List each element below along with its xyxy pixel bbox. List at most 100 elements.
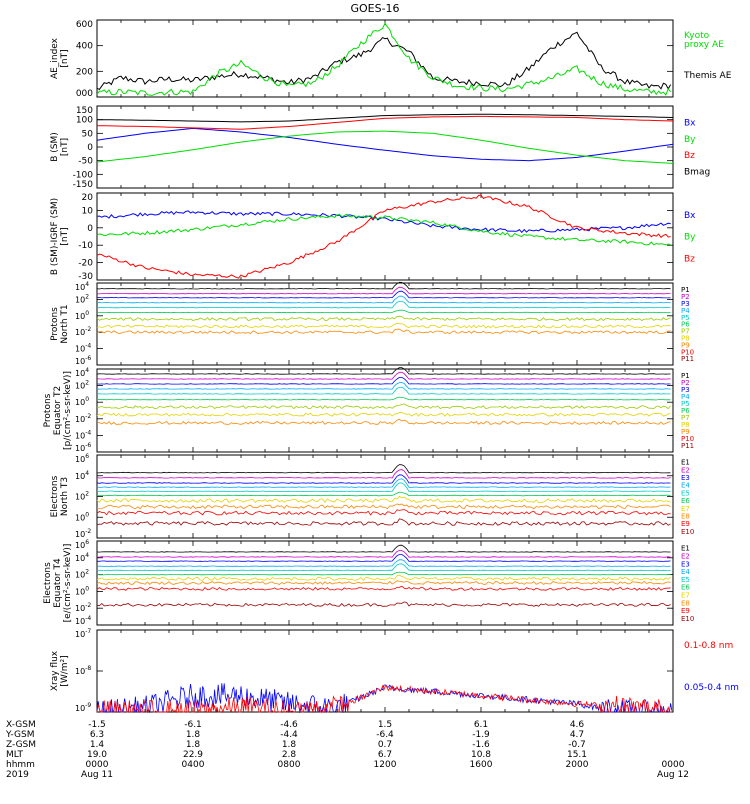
y-tick-label: 102 <box>75 491 89 502</box>
series-line <box>96 115 674 130</box>
legend-entry: E3 <box>681 474 690 482</box>
series-line <box>96 396 671 401</box>
ephemeris-value: 10.8 <box>471 750 491 760</box>
ephemeris-value: Aug 12 <box>657 770 689 780</box>
y-tick-label: 600 <box>76 20 93 30</box>
legend-entry: E8 <box>681 513 690 521</box>
legend-entry: Bz <box>684 254 695 264</box>
ephemeris-value: 0800 <box>278 760 301 770</box>
y-tick-label: -50 <box>78 157 93 167</box>
y-tick-label: 102 <box>75 569 89 580</box>
series-line <box>96 580 671 585</box>
legend-entry: E7 <box>681 505 690 513</box>
legend-entry: P4 <box>681 307 690 315</box>
y-axis-label: [nT] <box>60 227 70 245</box>
y-axis-label: North T3 <box>60 477 70 516</box>
ephemeris-value: -1.6 <box>472 740 490 750</box>
y-axis-label: [W/m²] <box>60 655 70 686</box>
ephemeris-value: -4.6 <box>280 720 298 730</box>
y-tick-label: -150 <box>73 180 94 190</box>
y-tick-label: 106 <box>75 453 89 464</box>
ephemeris-value: 2000 <box>566 760 589 770</box>
legend-entry: Bx <box>684 118 696 128</box>
legend-entry: By <box>684 135 696 145</box>
legend-entry: P6 <box>681 321 690 329</box>
series-line <box>96 503 671 510</box>
series-line <box>96 478 671 488</box>
series-line <box>96 559 671 567</box>
y-tick-label: -10 <box>78 241 93 251</box>
ephemeris-value: 1.4 <box>90 740 105 750</box>
series-line <box>96 309 671 314</box>
series-line <box>97 113 674 123</box>
y-axis-label: AE_index <box>50 37 60 79</box>
series-line <box>96 683 673 714</box>
legend-entry: Kyoto <box>684 31 710 41</box>
series-line <box>96 684 672 714</box>
ephemeris-row-label: MLT <box>6 750 24 760</box>
y-tick-label: 50 <box>82 129 94 139</box>
legend-entry: P3 <box>681 300 690 308</box>
y-tick-label: 10-4 <box>75 615 91 626</box>
y-axis-label: B (SM)-IGRF (SM) <box>50 198 60 275</box>
y-tick-label: 10-2 <box>75 413 91 424</box>
series-line <box>96 386 671 395</box>
series-line <box>96 31 672 91</box>
legend-entry: P9 <box>681 341 690 349</box>
y-tick-label: 400 <box>76 42 93 52</box>
legend-entry: Bz <box>684 151 695 161</box>
ephemeris-value: 6.1 <box>474 720 488 730</box>
series-line <box>96 194 671 279</box>
legend-entry: Bmag <box>684 168 710 178</box>
panel-5: Protons Equator T2 [p/(cm²-s-sr-keV)] P1P2P… <box>43 368 694 453</box>
legend-entry: E10 <box>681 528 694 536</box>
y-tick-label: -20 <box>78 259 93 269</box>
legend-entry: E6 <box>681 584 690 592</box>
legend-entry: E1 <box>681 545 690 553</box>
y-axis-label: [nT] <box>60 138 70 156</box>
series-line <box>96 281 671 290</box>
legend-entry: P8 <box>681 421 690 429</box>
series-line <box>96 290 671 299</box>
legend-entry: E7 <box>681 591 690 599</box>
ephemeris-value: 1.8 <box>186 740 201 750</box>
y-tick-label: 102 <box>75 293 89 304</box>
y-axis-label: Electrons <box>43 562 53 604</box>
legend-entry: 0.1-0.8 nm <box>684 641 733 651</box>
series-line <box>96 371 671 380</box>
legend-entry: P6 <box>681 407 690 415</box>
ephemeris-value: 0.7 <box>378 740 392 750</box>
series-line <box>96 367 671 375</box>
y-axis-label: B (SM) <box>50 132 60 162</box>
series-line <box>96 295 671 304</box>
y-tick-label: 10-7 <box>75 628 91 639</box>
series-line <box>96 22 671 96</box>
chart-title: GOES-16 <box>350 2 399 15</box>
panel-3: 20 10 0 -10 -20 -30 B (SM)-IGRF (SM) [nT] Bx By Bz <box>50 192 696 282</box>
legend-entry: E3 <box>681 560 690 568</box>
y-axis-label: Protons <box>43 393 53 427</box>
ephemeris-value: 6.7 <box>378 750 392 760</box>
ephemeris-value: 1.5 <box>378 720 392 730</box>
series-line <box>96 554 671 562</box>
series-line <box>96 130 674 164</box>
y-tick-label: 106 <box>75 539 89 550</box>
panel-frame <box>96 192 674 281</box>
legend-entry: E4 <box>681 482 690 490</box>
legend-entry: By <box>684 233 696 243</box>
series-line <box>96 315 671 322</box>
series-line <box>97 300 671 309</box>
legend-entry: P3 <box>681 386 690 394</box>
ephemeris-row-label: X-GSM <box>6 720 36 730</box>
ephemeris-value: 4.7 <box>570 730 584 740</box>
legend-entry: E8 <box>681 599 690 607</box>
series-line <box>96 474 671 484</box>
y-tick-label: 10 <box>82 206 94 216</box>
ephemeris-value: -1.5 <box>88 720 106 730</box>
legend-entry: P5 <box>681 400 690 408</box>
series-line <box>96 411 671 417</box>
series-line <box>96 601 671 607</box>
